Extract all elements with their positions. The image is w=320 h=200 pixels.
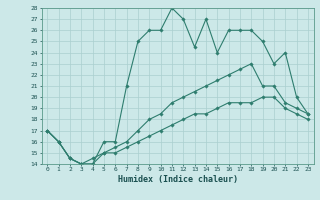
X-axis label: Humidex (Indice chaleur): Humidex (Indice chaleur)	[118, 175, 237, 184]
